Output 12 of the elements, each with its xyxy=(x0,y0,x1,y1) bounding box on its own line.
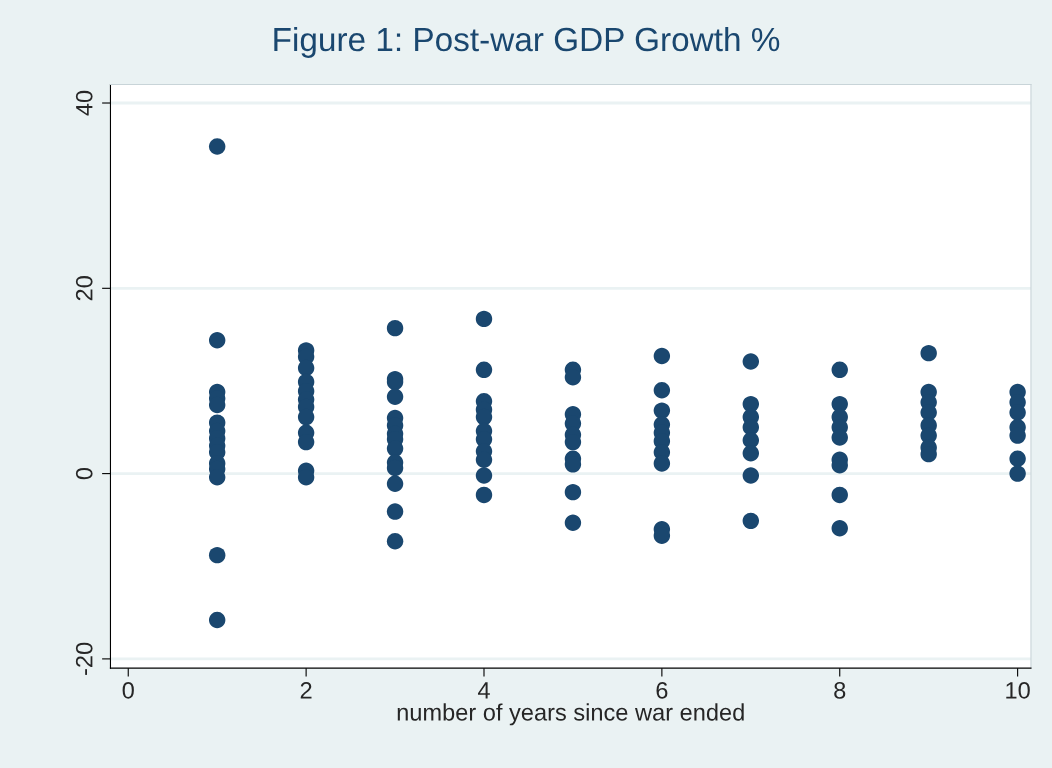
y-tick-label: 40 xyxy=(75,90,93,116)
x-tick-label: 6 xyxy=(656,681,668,699)
x-axis-title: number of years since war ended xyxy=(397,703,744,726)
x-tick-label: 2 xyxy=(300,681,312,699)
x-tick-label: 4 xyxy=(477,682,490,699)
y-tick-label: -20 xyxy=(75,642,93,675)
x-tick-label: 8 xyxy=(834,681,846,699)
x-tick-label: 0 xyxy=(122,681,134,699)
chart-title: Figure 1: Post-war GDP Growth % xyxy=(274,26,780,58)
x-tick-label: 10 xyxy=(1006,681,1030,699)
y-tick-label: 0 xyxy=(75,467,93,480)
y-tick-label: 20 xyxy=(75,276,93,301)
